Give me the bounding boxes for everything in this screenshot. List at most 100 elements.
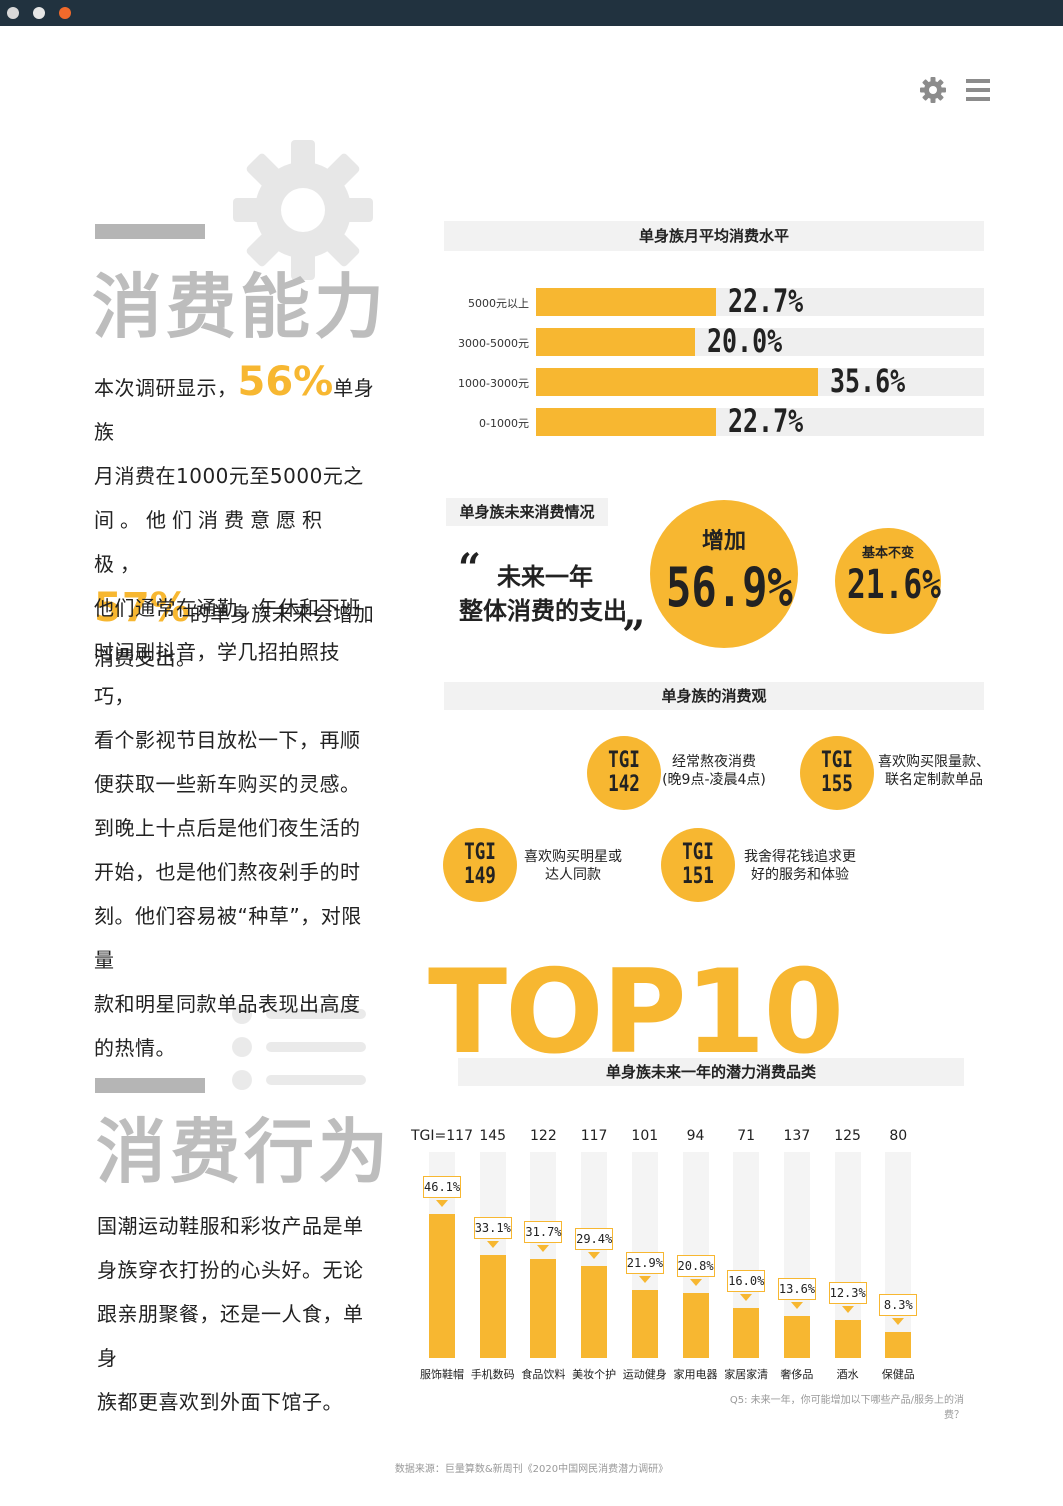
bar-category-label: 1000-3000元 bbox=[458, 377, 529, 390]
column-bar bbox=[834, 1319, 861, 1358]
bar bbox=[536, 288, 716, 316]
value-desc-4: 我舍得花钱追求更 好的服务和体验 bbox=[744, 849, 856, 883]
tgi-badge-149: TGI 149 bbox=[443, 828, 517, 902]
para-line: 看个影视节目放松一下，再顺 bbox=[94, 728, 361, 752]
column-value-label: 16.0% bbox=[727, 1270, 766, 1293]
increase-circle bbox=[650, 500, 798, 648]
column-category-label: 运动健身 bbox=[622, 1368, 667, 1381]
bar-value-label: 22.7% bbox=[728, 402, 804, 440]
intro-line-4: 57%的单身族未来会增加 bbox=[94, 585, 375, 631]
column-category-label: 美妆个护 bbox=[572, 1368, 617, 1381]
bar-value-label: 20.0% bbox=[706, 322, 782, 360]
callout-pointer bbox=[689, 1279, 702, 1287]
callout-pointer bbox=[638, 1275, 651, 1283]
column-track bbox=[885, 1152, 912, 1358]
column-category-label: 服饰鞋帽 bbox=[420, 1368, 464, 1381]
menu-button[interactable] bbox=[964, 77, 992, 103]
intro-line-5: 消费支出。 bbox=[94, 646, 197, 670]
settings-button[interactable] bbox=[918, 75, 948, 105]
intro-line-3: 间。他们消费意愿积极， bbox=[94, 508, 328, 576]
window-minimize-dot[interactable] bbox=[33, 7, 45, 19]
callout-pointer bbox=[841, 1305, 854, 1313]
section-title-consumption-behavior: 消费行为 bbox=[96, 1111, 392, 1193]
window-titlebar bbox=[0, 0, 1063, 26]
column-bar bbox=[631, 1289, 658, 1358]
increase-value: 56.9% bbox=[666, 556, 793, 619]
callout-pointer bbox=[588, 1252, 601, 1260]
increase-label: 增加 bbox=[701, 529, 746, 554]
top10-category-chart: TGI=117 46.1% 服饰鞋帽 145 33.1% 手机数码 122 31.7% 食品饮料… bbox=[405, 1122, 965, 1392]
quote-line-1: 未来一年 bbox=[497, 563, 593, 591]
callout-pointer bbox=[486, 1240, 499, 1248]
tgi-badge-155: TGI 155 bbox=[800, 736, 874, 810]
column-category-label: 食品饮料 bbox=[521, 1368, 566, 1381]
gear-icon bbox=[920, 77, 946, 103]
para-line: 开始，也是他们熬夜剁手的时 bbox=[94, 860, 361, 884]
column-bar bbox=[479, 1254, 506, 1358]
section-title-consumption-power: 消费能力 bbox=[92, 266, 388, 348]
unchanged-value: 21.6% bbox=[847, 562, 941, 608]
bar-value-label: 22.7% bbox=[728, 282, 804, 320]
unchanged-circle bbox=[835, 528, 941, 634]
callout-pointer bbox=[740, 1294, 753, 1302]
para-line: 的热情。 bbox=[94, 1036, 176, 1060]
value-desc-2: 喜欢购买限量款、 联名定制款单品 bbox=[878, 754, 990, 788]
column-value-label: 20.8% bbox=[676, 1255, 715, 1278]
column-category-label: 家用电器 bbox=[673, 1368, 718, 1381]
column-category-label: 家居家清 bbox=[724, 1368, 769, 1381]
column-bar bbox=[733, 1308, 760, 1358]
column-bar bbox=[783, 1315, 810, 1358]
future-spend-header: 单身族未来消费情况 bbox=[446, 498, 608, 526]
intro-line-2: 月消费在1000元至5000元之 bbox=[94, 464, 364, 488]
para-line: 族都更喜欢到外面下馆子。 bbox=[97, 1390, 343, 1414]
behavior-paragraph: 国潮运动鞋服和彩妆产品是单 身族穿衣打扮的心头好。无论 跟亲朋聚餐，还是一人食，… bbox=[97, 1204, 379, 1424]
bar bbox=[536, 368, 819, 396]
background-list-icon bbox=[232, 1004, 366, 1090]
bar bbox=[536, 408, 716, 436]
intro-paragraph: 本次调研显示，56%单身族 月消费在1000元至5000元之 间。他们消费意愿积… bbox=[94, 360, 376, 680]
column-bar bbox=[429, 1214, 455, 1358]
para-line: 身族穿衣打扮的心头好。无论 bbox=[97, 1258, 364, 1282]
section-title-bar-2 bbox=[95, 1078, 205, 1093]
para-line: 款和明星同款单品表现出高度 bbox=[94, 992, 361, 1016]
column-value-label: 29.4% bbox=[575, 1228, 614, 1251]
close-quote-icon: ” bbox=[622, 612, 646, 659]
tgi-label: 122 bbox=[530, 1128, 557, 1144]
bar-category-label: 5000元以上 bbox=[468, 297, 529, 310]
open-quote-icon: “ bbox=[458, 545, 482, 592]
tgi-label: 94 bbox=[686, 1128, 705, 1144]
column-value-label: 31.7% bbox=[524, 1221, 563, 1244]
background-gear-icon bbox=[233, 140, 373, 280]
tgi-label: 71 bbox=[737, 1128, 756, 1144]
bar-value-label: 35.6% bbox=[830, 362, 906, 400]
column-category-label: 手机数码 bbox=[470, 1368, 515, 1381]
tgi-badge-142: TGI 142 bbox=[587, 736, 661, 810]
section-title-bar bbox=[95, 224, 205, 239]
value-desc-3: 喜欢购买明星或 达人同款 bbox=[524, 849, 622, 883]
column-value-label: 13.6% bbox=[777, 1277, 816, 1300]
callout-pointer bbox=[537, 1245, 550, 1253]
intro-line-1: 本次调研显示，56%单身族 bbox=[94, 359, 375, 444]
tgi-label: 125 bbox=[834, 1128, 861, 1144]
para-line: 到晚上十点后是他们夜生活的 bbox=[94, 816, 361, 840]
column-value-label: 21.9% bbox=[625, 1251, 664, 1274]
window-close-dot[interactable] bbox=[7, 7, 19, 19]
para-line: 刻。他们容易被“种草”，对限量 bbox=[94, 904, 362, 972]
tgi-label: 145 bbox=[479, 1128, 507, 1144]
highlight-56: 56% bbox=[237, 359, 334, 405]
bar bbox=[536, 328, 695, 356]
callout-pointer bbox=[790, 1301, 803, 1309]
para-line: 国潮运动鞋服和彩妆产品是单 bbox=[97, 1214, 364, 1238]
window-zoom-dot[interactable] bbox=[59, 7, 71, 19]
value-desc-1: 经常熬夜消费 (晚9点-凌晨4点) bbox=[662, 754, 766, 788]
para-line: 跟亲朋聚餐，还是一人食，单身 bbox=[97, 1302, 364, 1370]
tgi-label: 80 bbox=[889, 1128, 908, 1144]
column-value-label: 12.3% bbox=[828, 1281, 867, 1304]
bar-category-label: 0-1000元 bbox=[479, 417, 529, 430]
para-line: 时间刷抖音，学几招拍照技巧， bbox=[94, 640, 340, 708]
column-value-label: 8.3% bbox=[879, 1294, 918, 1317]
column-bar bbox=[530, 1259, 557, 1358]
monthly-spend-chart-title: 单身族月平均消费水平 bbox=[444, 221, 984, 251]
quote-line-2: 整体消费的支出 bbox=[459, 597, 627, 625]
tgi-label: 137 bbox=[783, 1128, 811, 1144]
